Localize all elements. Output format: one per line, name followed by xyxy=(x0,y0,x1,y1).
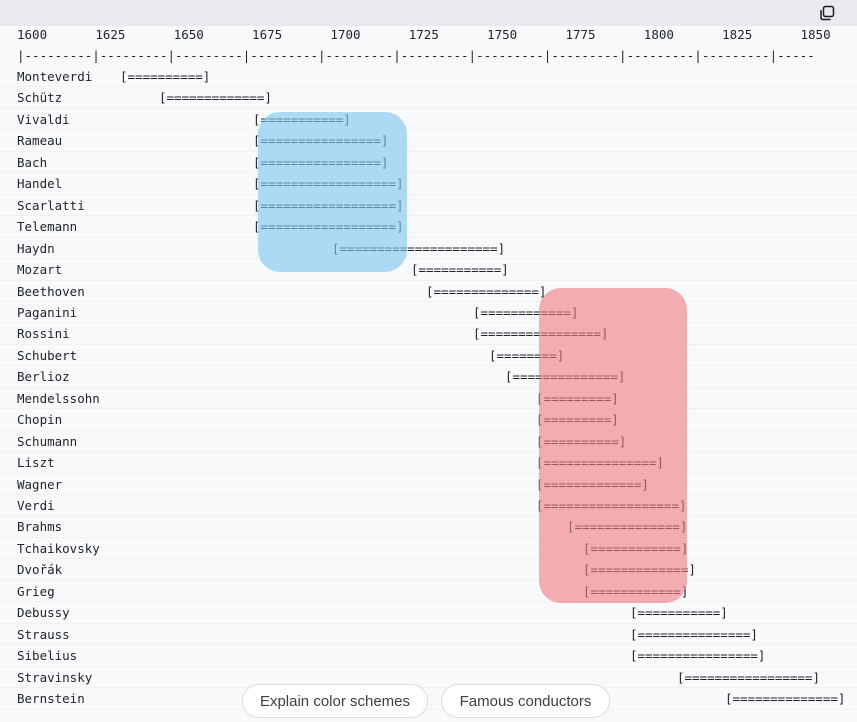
composer-name: Mendelssohn xyxy=(17,390,100,406)
year-tick-label: 1600 xyxy=(17,27,48,42)
year-tick-label: 1625 xyxy=(95,27,126,42)
composer-name: Sibelius xyxy=(17,648,78,664)
timeline-ruler: |---------|---------|---------|---------… xyxy=(17,48,815,63)
row-divider xyxy=(0,687,857,689)
row-divider xyxy=(0,129,857,131)
row-divider xyxy=(0,365,857,367)
composer-name: Strauss xyxy=(17,626,70,642)
lifespan-bar: [==========] xyxy=(120,69,211,84)
year-tick-label: 1675 xyxy=(252,27,283,42)
year-tick-label: 1775 xyxy=(565,27,596,42)
lifespan-bar: [=============] xyxy=(159,90,272,106)
year-tick-label: 1850 xyxy=(800,27,831,42)
copy-icon xyxy=(820,5,835,21)
lifespan-bar: [==============] xyxy=(426,283,547,299)
composer-name: Debussy xyxy=(17,605,70,621)
composer-name: Haydn xyxy=(17,240,55,256)
year-tick-label: 1650 xyxy=(173,27,204,42)
row-divider xyxy=(0,279,857,281)
composer-name: Rameau xyxy=(17,133,63,149)
lifespan-bar: [================] xyxy=(630,648,766,664)
row-divider xyxy=(0,172,857,174)
row-divider xyxy=(0,644,857,646)
composer-name: Chopin xyxy=(17,412,63,428)
composer-name: Rossini xyxy=(17,326,70,342)
year-tick-label: 1800 xyxy=(643,27,674,42)
lifespan-bar: [===========] xyxy=(411,262,509,278)
row-divider xyxy=(0,494,857,495)
row-divider xyxy=(0,429,857,431)
row-divider xyxy=(0,236,857,238)
composer-name: Paganini xyxy=(17,304,78,320)
lifespan-bar: [=================] xyxy=(677,669,820,685)
year-tick-label: 1700 xyxy=(330,27,361,42)
baroque-highlight xyxy=(258,112,407,272)
composer-name: Handel xyxy=(17,176,63,192)
composer-name: Schubert xyxy=(17,347,78,363)
composer-name: Grieg xyxy=(17,583,55,599)
row-divider xyxy=(0,193,857,195)
row-divider xyxy=(0,665,857,667)
row-divider xyxy=(0,579,857,581)
row-divider xyxy=(0,300,857,302)
composer-name: Stravinsky xyxy=(17,669,93,685)
row-divider xyxy=(0,451,857,453)
lifespan-bar: [==============] xyxy=(725,691,846,707)
composer-name: Bach xyxy=(17,154,48,170)
composer-name: Brahms xyxy=(17,519,63,535)
year-tick-label: 1825 xyxy=(722,27,753,42)
composer-name: Wagner xyxy=(17,476,63,492)
row-divider xyxy=(0,472,857,474)
composer-name: Dvořák xyxy=(17,562,63,578)
year-tick-label: 1750 xyxy=(487,27,518,42)
composer-name: Tchaikovsky xyxy=(17,540,100,556)
copy-button[interactable] xyxy=(817,3,837,23)
suggestion-chip-famous-conductors[interactable]: Famous conductors xyxy=(441,684,610,718)
row-divider xyxy=(0,601,857,603)
composer-name: Verdi xyxy=(17,498,55,513)
row-divider xyxy=(0,515,857,517)
composer-name: Mozart xyxy=(17,262,63,278)
row-divider xyxy=(0,622,857,624)
composer-name: Schütz xyxy=(17,90,63,106)
row-divider xyxy=(0,107,857,109)
lifespan-bar: [===========] xyxy=(630,605,728,621)
composer-name: Bernstein xyxy=(17,691,85,707)
row-divider xyxy=(0,386,857,388)
row-divider xyxy=(0,343,857,345)
composer-name: Scarlatti xyxy=(17,197,85,213)
row-divider xyxy=(0,258,857,260)
row-divider xyxy=(0,408,857,410)
row-divider xyxy=(0,322,857,324)
suggestion-chip-explain-color-schemes[interactable]: Explain color schemes xyxy=(242,684,428,718)
row-divider xyxy=(0,536,857,538)
composer-name: Berlioz xyxy=(17,369,70,385)
row-divider xyxy=(0,708,857,710)
composer-name: Telemann xyxy=(17,219,78,235)
composer-name: Schumann xyxy=(17,433,78,449)
composer-name: Vivaldi xyxy=(17,111,70,127)
romantic-highlight xyxy=(539,288,687,603)
lifespan-bar: [===============] xyxy=(630,626,758,642)
composer-name: Beethoven xyxy=(17,283,85,299)
row-divider xyxy=(0,215,857,217)
row-divider xyxy=(0,86,857,88)
code-block-header xyxy=(0,0,857,26)
row-divider xyxy=(0,558,857,560)
row-divider xyxy=(0,150,857,152)
year-tick-label: 1725 xyxy=(408,27,439,42)
composer-name: Monteverdi xyxy=(17,69,93,84)
composer-name: Liszt xyxy=(17,455,55,471)
